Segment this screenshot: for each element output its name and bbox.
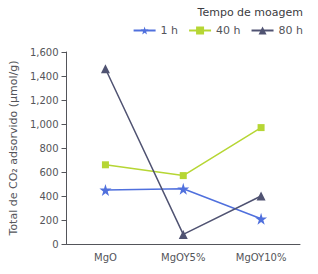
svg-text:MgOY10%: MgOY10%	[236, 252, 287, 263]
svg-text:1 h: 1 h	[161, 24, 178, 37]
svg-text:Tempo de moagem: Tempo de moagem	[197, 6, 303, 19]
svg-text:200: 200	[39, 215, 58, 226]
svg-text:MgOY5%: MgOY5%	[161, 252, 205, 263]
svg-text:MgO: MgO	[94, 252, 117, 263]
svg-text:800: 800	[39, 143, 58, 154]
svg-text:600: 600	[39, 167, 58, 178]
svg-text:0: 0	[52, 239, 58, 250]
svg-text:1,400: 1,400	[30, 71, 59, 82]
svg-text:1,200: 1,200	[30, 95, 59, 106]
svg-text:Total de CO₂ adsorvido (μmol/g: Total de CO₂ adsorvido (μmol/g)	[7, 61, 20, 237]
svg-text:80 h: 80 h	[279, 24, 303, 37]
svg-text:40 h: 40 h	[216, 24, 240, 37]
svg-text:1,000: 1,000	[30, 119, 59, 130]
svg-text:400: 400	[39, 191, 58, 202]
svg-text:1,600: 1,600	[30, 47, 59, 58]
